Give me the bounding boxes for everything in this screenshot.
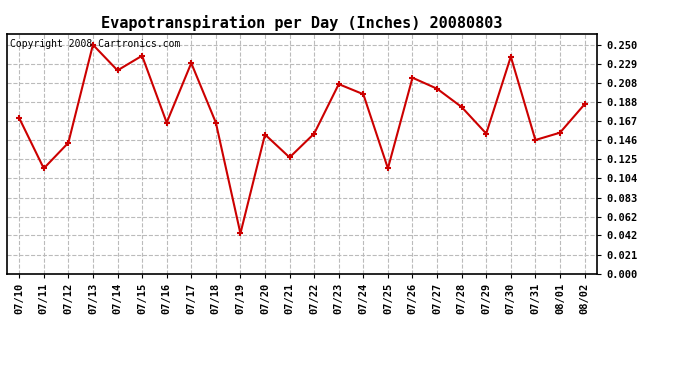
Text: Copyright 2008 Cartronics.com: Copyright 2008 Cartronics.com xyxy=(10,39,180,48)
Title: Evapotranspiration per Day (Inches) 20080803: Evapotranspiration per Day (Inches) 2008… xyxy=(101,15,502,31)
